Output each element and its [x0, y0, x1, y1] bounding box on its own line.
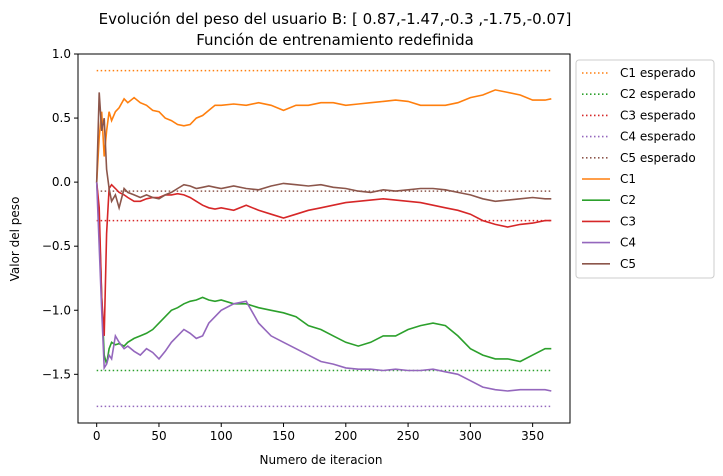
x-tick-label: 250 — [397, 429, 420, 443]
legend-label-7: C2 — [620, 193, 636, 207]
chart-title-line1: Evolución del peso del usuario B: [ 0.87… — [99, 10, 572, 28]
legend-label-5: C5 esperado — [620, 151, 696, 165]
legend-label-9: C4 — [620, 236, 636, 250]
legend-label-1: C1 esperado — [620, 66, 696, 80]
series-line-c2 — [95, 182, 552, 365]
x-tick-label: 100 — [210, 429, 233, 443]
series-line-c1 — [95, 89, 552, 183]
legend-label-4: C4 esperado — [620, 130, 696, 144]
series-line-c5 — [95, 92, 552, 211]
x-tick-label: 200 — [334, 429, 357, 443]
x-tick-label: 150 — [272, 429, 295, 443]
y-tick-label: 0.5 — [52, 111, 71, 125]
x-tick-label: 50 — [151, 429, 166, 443]
y-tick-label: −0.5 — [42, 239, 71, 253]
x-axis-label: Numero de iteracion — [260, 453, 383, 467]
legend-label-2: C2 esperado — [620, 87, 696, 101]
y-tick-label: 0.0 — [52, 175, 71, 189]
legend-box — [575, 59, 715, 279]
y-tick-label: −1.5 — [42, 367, 71, 381]
plot-area: 0 50 100 150 200 250 300 350 1.0 0.5 0.0 −0.5 −1.0 −1… — [42, 47, 571, 443]
series-line-c4 — [95, 182, 552, 392]
legend-label-10: C5 — [620, 257, 636, 271]
x-tick-label: 350 — [521, 429, 544, 443]
x-tick-label: 300 — [459, 429, 482, 443]
legend: C1 esperado C2 esperado C3 esperado C4 espe… — [575, 59, 715, 279]
y-tick-label: −1.0 — [42, 303, 71, 317]
axes-frame — [77, 53, 571, 424]
series-line-c3 — [95, 182, 552, 336]
y-tick-label: 1.0 — [52, 47, 71, 61]
y-axis-label: Valor del peso — [8, 197, 22, 282]
legend-label-8: C3 — [620, 214, 636, 228]
legend-label-6: C1 — [620, 172, 636, 186]
chart-title-line2: Función de entrenamiento redefinida — [196, 31, 474, 49]
x-tick-label: 0 — [93, 429, 101, 443]
legend-label-3: C3 esperado — [620, 108, 696, 122]
